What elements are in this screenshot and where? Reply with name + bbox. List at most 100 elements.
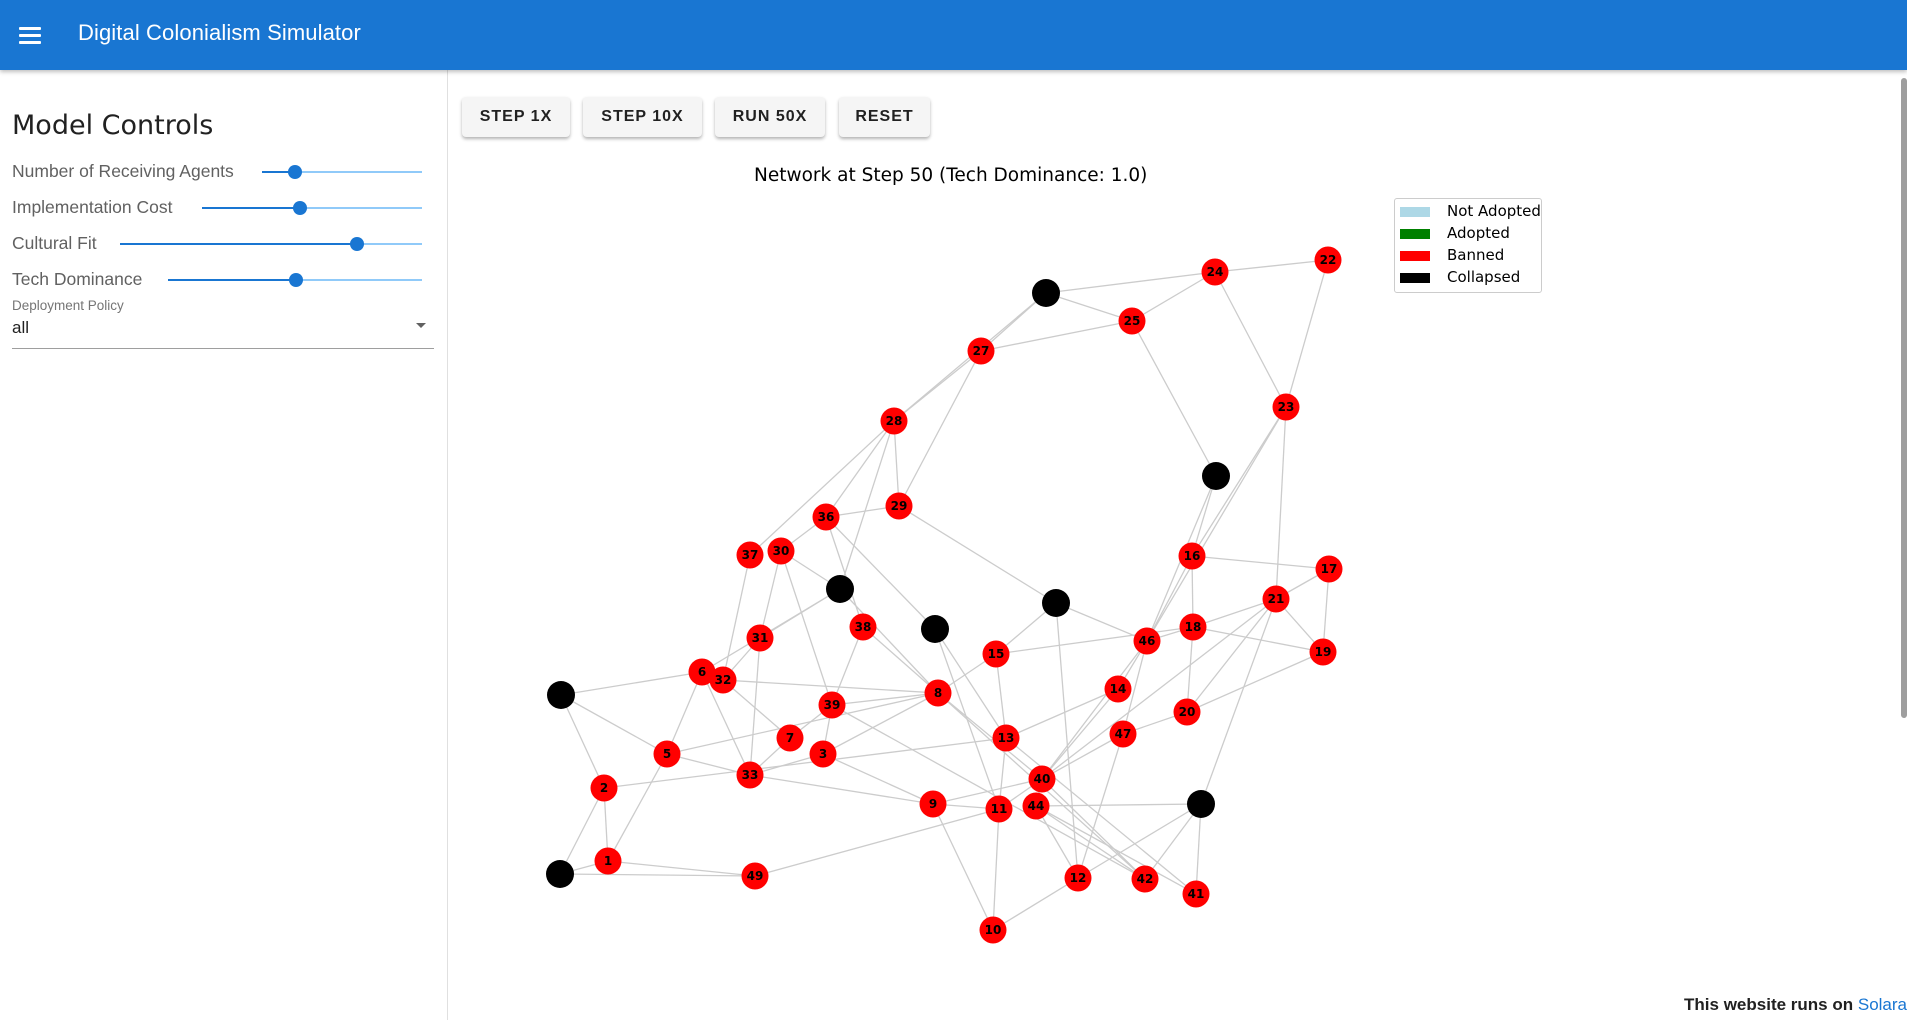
slider-thumb[interactable] xyxy=(350,237,364,251)
graph-edge xyxy=(831,704,1146,880)
graph-edge xyxy=(995,653,1007,739)
graph-edge xyxy=(822,692,939,755)
banned-node-1: 1 xyxy=(594,847,622,875)
graph-edge xyxy=(1005,688,1119,739)
collapsed-node xyxy=(547,681,575,709)
node-label: 16 xyxy=(1184,549,1201,563)
banned-node-19: 19 xyxy=(1309,638,1337,666)
hamburger-menu-icon[interactable] xyxy=(18,23,42,47)
legend-item: Adopted xyxy=(1400,223,1540,245)
graph-edge xyxy=(1186,651,1324,713)
graph-edge xyxy=(825,516,936,630)
solara-link[interactable]: Solara xyxy=(1857,995,1907,1014)
node-label: 46 xyxy=(1139,634,1156,648)
graph-edge xyxy=(1131,320,1217,477)
banned-node-38: 38 xyxy=(849,613,877,641)
collapsed-node xyxy=(826,575,854,603)
legend-item: Banned xyxy=(1400,245,1540,267)
page-scrollbar[interactable] xyxy=(1901,78,1907,718)
step-10x-button[interactable]: STEP 10X xyxy=(583,97,702,137)
slider-implementation-cost: Implementation Cost xyxy=(12,193,432,221)
slider-track-fill xyxy=(262,171,295,173)
legend-item: Collapsed xyxy=(1400,267,1540,289)
slider-track[interactable] xyxy=(262,171,422,173)
graph-edge xyxy=(1195,803,1202,895)
node-label: 47 xyxy=(1115,727,1132,741)
graph-edge xyxy=(603,737,1007,789)
banned-node-3: 3 xyxy=(809,740,837,768)
chevron-down-icon xyxy=(416,323,426,328)
node-label: 29 xyxy=(891,499,908,513)
graph-edge xyxy=(1186,626,1194,713)
graph-edge xyxy=(560,671,703,696)
graph-edge xyxy=(825,516,864,628)
graph-edge xyxy=(1144,803,1202,880)
sidebar: Model Controls Number of Receiving Agent… xyxy=(0,70,448,1020)
node-label: 3 xyxy=(819,747,827,761)
node-label: 41 xyxy=(1188,887,1205,901)
deployment-policy-select[interactable]: Deployment Policy all xyxy=(12,298,434,349)
banned-node-39: 39 xyxy=(818,691,846,719)
slider-label: Implementation Cost xyxy=(12,197,173,217)
graph-edge xyxy=(560,694,605,789)
graph-edge xyxy=(898,350,982,507)
node-label: 22 xyxy=(1320,253,1337,267)
graph-edge xyxy=(1035,805,1079,879)
banned-node-22: 22 xyxy=(1314,246,1342,274)
banned-node-42: 42 xyxy=(1131,865,1159,893)
graph-edge xyxy=(862,626,939,694)
graph-edge xyxy=(1045,271,1216,294)
banned-node-24: 24 xyxy=(1201,258,1229,286)
plot-title: Network at Step 50 (Tech Dominance: 1.0) xyxy=(754,165,1148,186)
graph-edge xyxy=(932,803,994,931)
graph-edge xyxy=(759,550,782,639)
graph-edge xyxy=(559,873,756,877)
banned-node-47: 47 xyxy=(1109,720,1137,748)
graph-edge xyxy=(754,808,1000,877)
step-1x-button[interactable]: STEP 1X xyxy=(462,97,570,137)
graph-edge xyxy=(1041,733,1124,780)
banned-node-44: 44 xyxy=(1022,792,1050,820)
banned-node-7: 7 xyxy=(776,724,804,752)
graph-edge xyxy=(980,320,1133,352)
graph-edge xyxy=(937,692,1043,780)
banned-node-13: 13 xyxy=(992,724,1020,752)
graph-edge xyxy=(666,692,939,755)
graph-edge xyxy=(1035,805,1197,895)
graph-edge xyxy=(893,420,900,507)
banned-node-5: 5 xyxy=(653,740,681,768)
graph-edge xyxy=(932,778,1043,805)
graph-edge xyxy=(1214,271,1287,408)
node-label: 13 xyxy=(998,731,1015,745)
graph-edge xyxy=(839,420,895,590)
graph-edge xyxy=(1005,737,1197,895)
node-label: 24 xyxy=(1207,265,1224,279)
slider-tech-dominance: Tech Dominance xyxy=(12,265,432,293)
graph-edge xyxy=(1186,598,1277,713)
slider-thumb[interactable] xyxy=(288,165,302,179)
banned-node-17: 17 xyxy=(1315,555,1343,583)
run-50x-button[interactable]: RUN 50X xyxy=(715,97,825,137)
graph-edge xyxy=(1191,555,1330,570)
slider-track[interactable] xyxy=(202,207,422,209)
node-label: 27 xyxy=(973,344,990,358)
banned-node-25: 25 xyxy=(1118,307,1146,335)
slider-thumb[interactable] xyxy=(289,273,303,287)
slider-thumb[interactable] xyxy=(293,201,307,215)
node-label: 31 xyxy=(752,631,769,645)
node-label: 30 xyxy=(773,544,790,558)
graph-edge xyxy=(1122,640,1148,735)
reset-button[interactable]: RESET xyxy=(839,97,930,137)
legend-label: Banned xyxy=(1447,246,1505,264)
banned-node-9: 9 xyxy=(919,790,947,818)
legend-item: Not Adopted xyxy=(1400,201,1541,223)
app-title: Digital Colonialism Simulator xyxy=(78,20,361,45)
graph-edge xyxy=(1131,271,1216,322)
banned-node-29: 29 xyxy=(885,492,913,520)
graph-edge xyxy=(831,626,864,706)
node-label: 37 xyxy=(742,548,759,562)
graph-edge xyxy=(825,420,895,518)
banned-node-23: 23 xyxy=(1272,393,1300,421)
